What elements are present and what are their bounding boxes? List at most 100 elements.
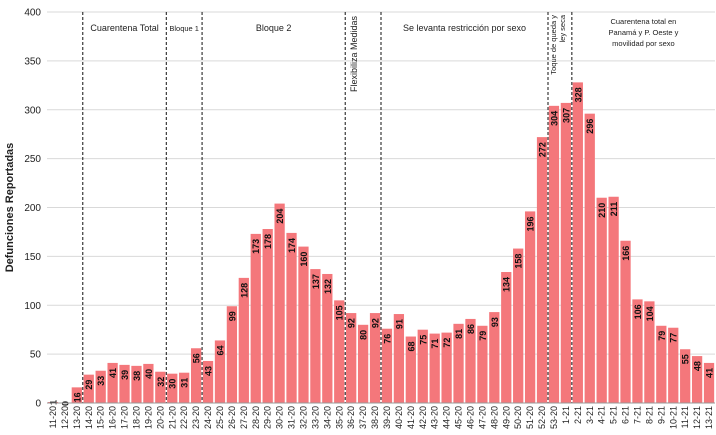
x-tick-label: 15-20 bbox=[96, 406, 106, 429]
bar bbox=[536, 137, 548, 403]
data-label: 79 bbox=[478, 331, 488, 341]
bar bbox=[417, 329, 428, 403]
data-label: 174 bbox=[287, 238, 297, 253]
data-label: 48 bbox=[693, 361, 703, 371]
bar bbox=[369, 313, 381, 403]
bar bbox=[632, 299, 643, 403]
bar bbox=[381, 328, 393, 403]
x-tick-label: 14-20 bbox=[84, 406, 94, 429]
x-tick-label: 38-20 bbox=[370, 406, 380, 429]
bar bbox=[668, 327, 679, 403]
data-label: 75 bbox=[418, 335, 428, 345]
data-label: 76 bbox=[382, 334, 392, 344]
y-tick-label: 0 bbox=[35, 399, 41, 410]
bar bbox=[83, 374, 94, 403]
x-tick-label: 28-20 bbox=[251, 406, 261, 429]
x-tick-label: 44-20 bbox=[442, 406, 452, 429]
x-tick-label: 50-20 bbox=[513, 406, 523, 429]
data-label: 81 bbox=[454, 329, 464, 339]
y-tick-label: 100 bbox=[24, 301, 41, 312]
bar bbox=[274, 203, 285, 403]
data-label: 79 bbox=[657, 331, 667, 341]
x-tick-label: 33-20 bbox=[310, 406, 320, 429]
bar bbox=[680, 349, 691, 403]
annotation-label: Flexibiliza Medidas bbox=[349, 16, 359, 93]
data-label: 166 bbox=[621, 246, 631, 261]
x-tick-label: 49-20 bbox=[501, 406, 511, 429]
bar bbox=[214, 340, 226, 403]
x-tick-label: 51-20 bbox=[525, 406, 535, 429]
x-tick-label: 11-21 bbox=[680, 406, 690, 428]
x-tick-label: 52-20 bbox=[537, 406, 547, 429]
annotation-lines-group bbox=[82, 12, 573, 403]
data-label: 272 bbox=[538, 142, 548, 157]
x-tick-label: 4-21 bbox=[597, 406, 607, 424]
bar bbox=[656, 325, 667, 403]
x-tick-label: 3-21 bbox=[585, 406, 595, 424]
data-label: 160 bbox=[299, 252, 309, 267]
data-label: 33 bbox=[96, 376, 106, 386]
x-tick-label: 46-20 bbox=[465, 406, 475, 429]
bar bbox=[357, 324, 369, 403]
data-label: 173 bbox=[251, 239, 261, 254]
data-label: 41 bbox=[108, 368, 118, 378]
data-label: 178 bbox=[263, 234, 273, 249]
bar bbox=[119, 364, 130, 403]
annotation-label: Toque de queda y bbox=[549, 15, 558, 75]
y-tick-label: 150 bbox=[24, 252, 41, 263]
data-label: 91 bbox=[394, 319, 404, 329]
data-label: 304 bbox=[549, 111, 559, 126]
bar bbox=[167, 373, 178, 403]
bar bbox=[95, 370, 106, 403]
x-tick-label: 42-20 bbox=[418, 406, 428, 429]
x-tick-label: 47-20 bbox=[477, 406, 487, 429]
x-tick-label: 12-21 bbox=[692, 406, 702, 429]
x-tick-label: 35-20 bbox=[334, 406, 344, 429]
x-tick-label: 12-20 bbox=[60, 406, 70, 429]
bar bbox=[346, 313, 357, 403]
bar bbox=[441, 332, 452, 403]
annotation-label: Cuarentena Total bbox=[90, 23, 158, 33]
annotation-label: movilidad por sexo bbox=[612, 39, 675, 48]
bar bbox=[691, 356, 703, 403]
x-tick-label: 45-20 bbox=[454, 406, 464, 429]
data-label: 72 bbox=[442, 338, 452, 348]
bar bbox=[572, 82, 583, 403]
x-tick-label: 20-20 bbox=[155, 406, 165, 429]
x-tick-label: 16-20 bbox=[108, 406, 118, 429]
data-label: 92 bbox=[371, 318, 381, 328]
x-tick-label: 30-20 bbox=[275, 406, 285, 429]
annotation-label: Panamá y P. Oeste y bbox=[608, 28, 678, 37]
data-label: 307 bbox=[561, 108, 571, 123]
x-axis-ticks: 11-20 12-20 13-20 14-20 15-20 16-20 17-20 18-20… bbox=[48, 406, 714, 429]
bar bbox=[608, 196, 619, 403]
annotations-group: Cuarentena Total Bloque 1 Bloque 2 Flexibil… bbox=[90, 14, 678, 92]
data-label: 210 bbox=[597, 203, 607, 218]
bar bbox=[405, 336, 416, 403]
bar bbox=[465, 318, 476, 403]
x-tick-label: 5-21 bbox=[609, 406, 619, 424]
x-tick-label: 2-21 bbox=[573, 406, 583, 424]
annotation-label: Bloque 2 bbox=[256, 23, 292, 33]
bar bbox=[262, 229, 273, 403]
x-tick-label: 21-20 bbox=[167, 406, 177, 429]
data-label: 204 bbox=[275, 209, 285, 224]
data-label: 296 bbox=[585, 119, 595, 134]
bar bbox=[584, 113, 595, 403]
data-label: 16 bbox=[72, 392, 82, 402]
y-tick-label: 300 bbox=[24, 105, 41, 116]
data-label: 99 bbox=[227, 311, 237, 321]
bar bbox=[620, 240, 631, 403]
bar bbox=[548, 105, 560, 403]
x-tick-label: 22-20 bbox=[179, 406, 189, 429]
bar bbox=[596, 197, 607, 403]
data-label: 105 bbox=[335, 305, 345, 320]
y-axis-ticks: 0 50 100 150 200 250 300 350 400 bbox=[24, 8, 41, 410]
bar bbox=[477, 325, 488, 403]
bar bbox=[393, 314, 405, 403]
data-label: 134 bbox=[502, 277, 512, 292]
annotation-label: Cuarentena total en bbox=[610, 17, 676, 26]
data-label: 104 bbox=[645, 306, 655, 321]
data-label: 0 bbox=[60, 401, 70, 406]
